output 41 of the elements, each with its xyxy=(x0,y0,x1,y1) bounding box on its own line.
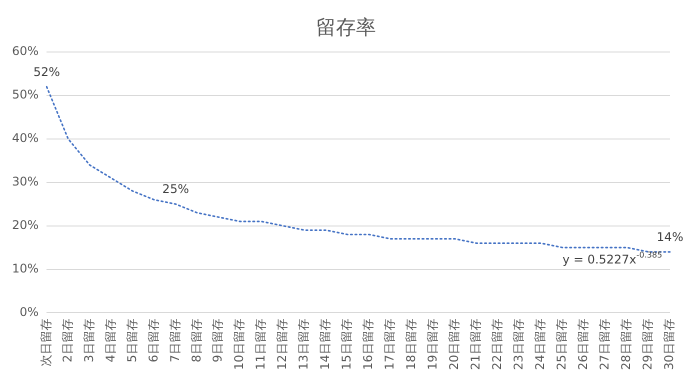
y-tick-label: 60% xyxy=(12,44,39,58)
x-tick-label: 11日留存 xyxy=(254,318,268,370)
x-tick-label: 9日留存 xyxy=(210,318,225,362)
x-tick-label: 8日留存 xyxy=(189,318,204,362)
x-tick-label: 18日留存 xyxy=(404,318,418,370)
data-label: 14% xyxy=(656,230,684,244)
y-tick-label: 0% xyxy=(20,304,39,319)
y-tick-label: 20% xyxy=(12,218,39,232)
x-tick-label: 23日留存 xyxy=(512,318,526,370)
x-tick-label: 30日留存 xyxy=(662,318,676,370)
x-tick-label: 6日留存 xyxy=(146,318,160,362)
x-tick-label: 5日留存 xyxy=(124,318,139,362)
x-tick-label: 13日留存 xyxy=(296,318,311,370)
x-tick-label: 2日留存 xyxy=(60,318,74,362)
x-tick-label: 27日留存 xyxy=(598,318,612,370)
x-tick-label: 24日留存 xyxy=(533,318,548,370)
x-tick-label: 7日留存 xyxy=(168,318,182,362)
x-tick-label: 25日留存 xyxy=(554,318,569,370)
data-label: 52% xyxy=(33,64,60,79)
x-tick-label: 20日留存 xyxy=(447,318,462,370)
x-tick-label: 次日留存 xyxy=(38,318,53,367)
x-tick-label: 28日留存 xyxy=(619,318,634,370)
chart-title: 留存率 xyxy=(315,14,377,41)
data-label: 25% xyxy=(162,182,189,196)
x-tick-label: 22日留存 xyxy=(490,318,504,370)
x-tick-label: 26日留存 xyxy=(576,318,590,370)
y-tick-label: 10% xyxy=(12,261,39,276)
x-tick-label: 10日留存 xyxy=(232,318,246,370)
x-tick-label: 14日留存 xyxy=(318,318,332,370)
x-tick-label: 4日留存 xyxy=(103,318,118,362)
x-tick-label: 3日留存 xyxy=(82,318,96,362)
x-tick-label: 29日留存 xyxy=(640,318,655,370)
y-tick-label: 30% xyxy=(12,174,39,188)
x-tick-label: 15日留存 xyxy=(340,318,354,370)
y-tick-label: 40% xyxy=(12,131,39,146)
x-tick-label: 19日留存 xyxy=(426,318,440,370)
x-tick-label: 12日留存 xyxy=(275,318,290,370)
y-tick-label: 50% xyxy=(12,88,39,102)
x-tick-label: 21日留存 xyxy=(468,318,483,370)
x-tick-label: 17日留存 xyxy=(382,318,397,370)
x-tick-label: 16日留存 xyxy=(361,318,376,370)
